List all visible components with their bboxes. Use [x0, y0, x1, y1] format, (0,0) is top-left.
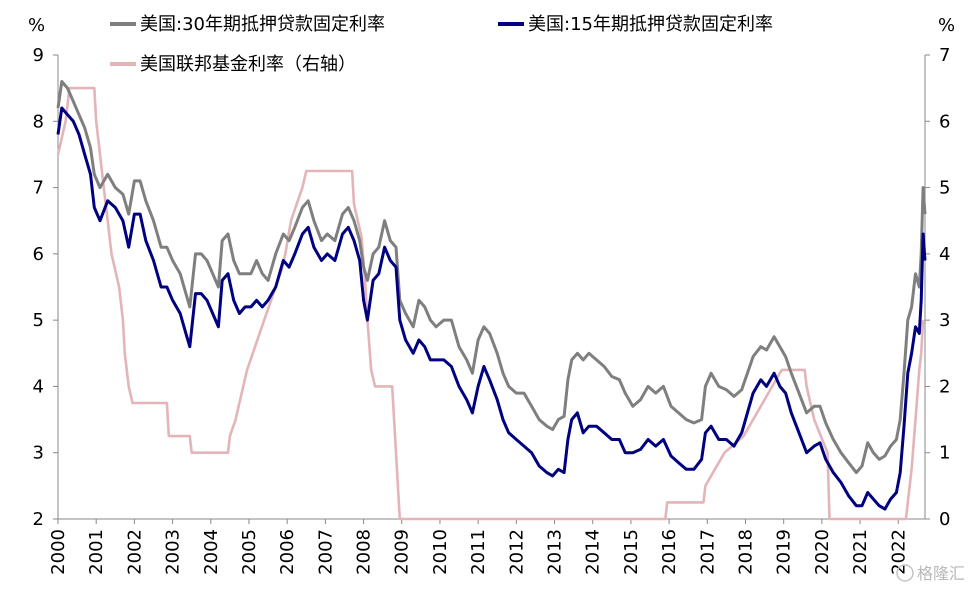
right-tick-label: 4 — [939, 244, 950, 265]
x-tick-label: 2014 — [583, 529, 604, 575]
x-tick-label: 2022 — [888, 529, 909, 575]
axes — [57, 55, 926, 520]
watermark-text: 格隆汇 — [917, 564, 965, 583]
right-tick-label: 0 — [939, 509, 950, 530]
x-tick-label: 2015 — [621, 529, 642, 575]
left-tick-label: 2 — [33, 509, 44, 530]
series-line-1 — [56, 80, 927, 475]
x-tick-label: 2010 — [430, 529, 451, 575]
right-axis-unit: % — [938, 15, 955, 36]
x-tick-label: 2004 — [201, 529, 222, 575]
left-tick-label: 6 — [33, 244, 44, 265]
x-axis-ticks: 2000 2001 2002 2003 2004 2005 2006 2007 2008 2009… — [48, 519, 909, 575]
left-tick-label: 5 — [33, 310, 44, 331]
legend-label-2: 美国:15年期抵押贷款固定利率 — [528, 14, 773, 35]
x-tick-label: 2002 — [124, 529, 145, 575]
watermark: 格隆汇 — [896, 564, 965, 583]
left-axis-unit: % — [28, 15, 45, 36]
series-layer — [56, 80, 927, 521]
legend-label-1: 美国:30年期抵押贷款固定利率 — [140, 14, 385, 35]
right-tick-label: 7 — [939, 45, 950, 66]
x-tick-label: 2008 — [354, 529, 375, 575]
series-line-2 — [56, 106, 927, 511]
x-tick-label: 2011 — [468, 529, 489, 575]
right-tick-label: 3 — [939, 310, 950, 331]
right-tick-label: 6 — [939, 111, 950, 132]
left-axis-ticks: 2 3 4 5 6 7 8 9 — [33, 45, 58, 530]
x-tick-label: 2000 — [48, 529, 69, 575]
left-tick-label: 9 — [33, 45, 44, 66]
watermark-logo-icon — [896, 564, 914, 582]
x-tick-label: 2005 — [239, 529, 260, 575]
right-axis-ticks: 0 1 2 3 4 5 6 7 — [925, 45, 950, 530]
x-tick-label: 2020 — [812, 529, 833, 575]
x-tick-label: 2018 — [735, 529, 756, 575]
x-tick-label: 2007 — [315, 529, 336, 575]
left-tick-label: 3 — [33, 443, 44, 464]
x-tick-label: 2019 — [774, 529, 795, 575]
x-tick-label: 2003 — [163, 529, 184, 575]
x-tick-label: 2009 — [392, 529, 413, 575]
x-tick-label: 2001 — [86, 529, 107, 575]
left-tick-label: 4 — [33, 376, 44, 397]
x-tick-label: 2013 — [545, 529, 566, 575]
right-tick-label: 2 — [939, 376, 950, 397]
legend-label-3: 美国联邦基金利率（右轴） — [140, 54, 356, 75]
series-line-3 — [56, 86, 925, 521]
legend: 美国:30年期抵押贷款固定利率 美国:15年期抵押贷款固定利率美国联邦基金利率（右… — [110, 14, 773, 75]
x-tick-label: 2016 — [659, 529, 680, 575]
x-tick-label: 2006 — [277, 529, 298, 575]
left-tick-label: 7 — [33, 178, 44, 199]
x-tick-label: 2021 — [850, 529, 871, 575]
left-tick-label: 8 — [33, 111, 44, 132]
x-tick-label: 2017 — [697, 529, 718, 575]
x-tick-label: 2012 — [506, 529, 527, 575]
right-tick-label: 5 — [939, 178, 950, 199]
right-tick-label: 1 — [939, 443, 950, 464]
